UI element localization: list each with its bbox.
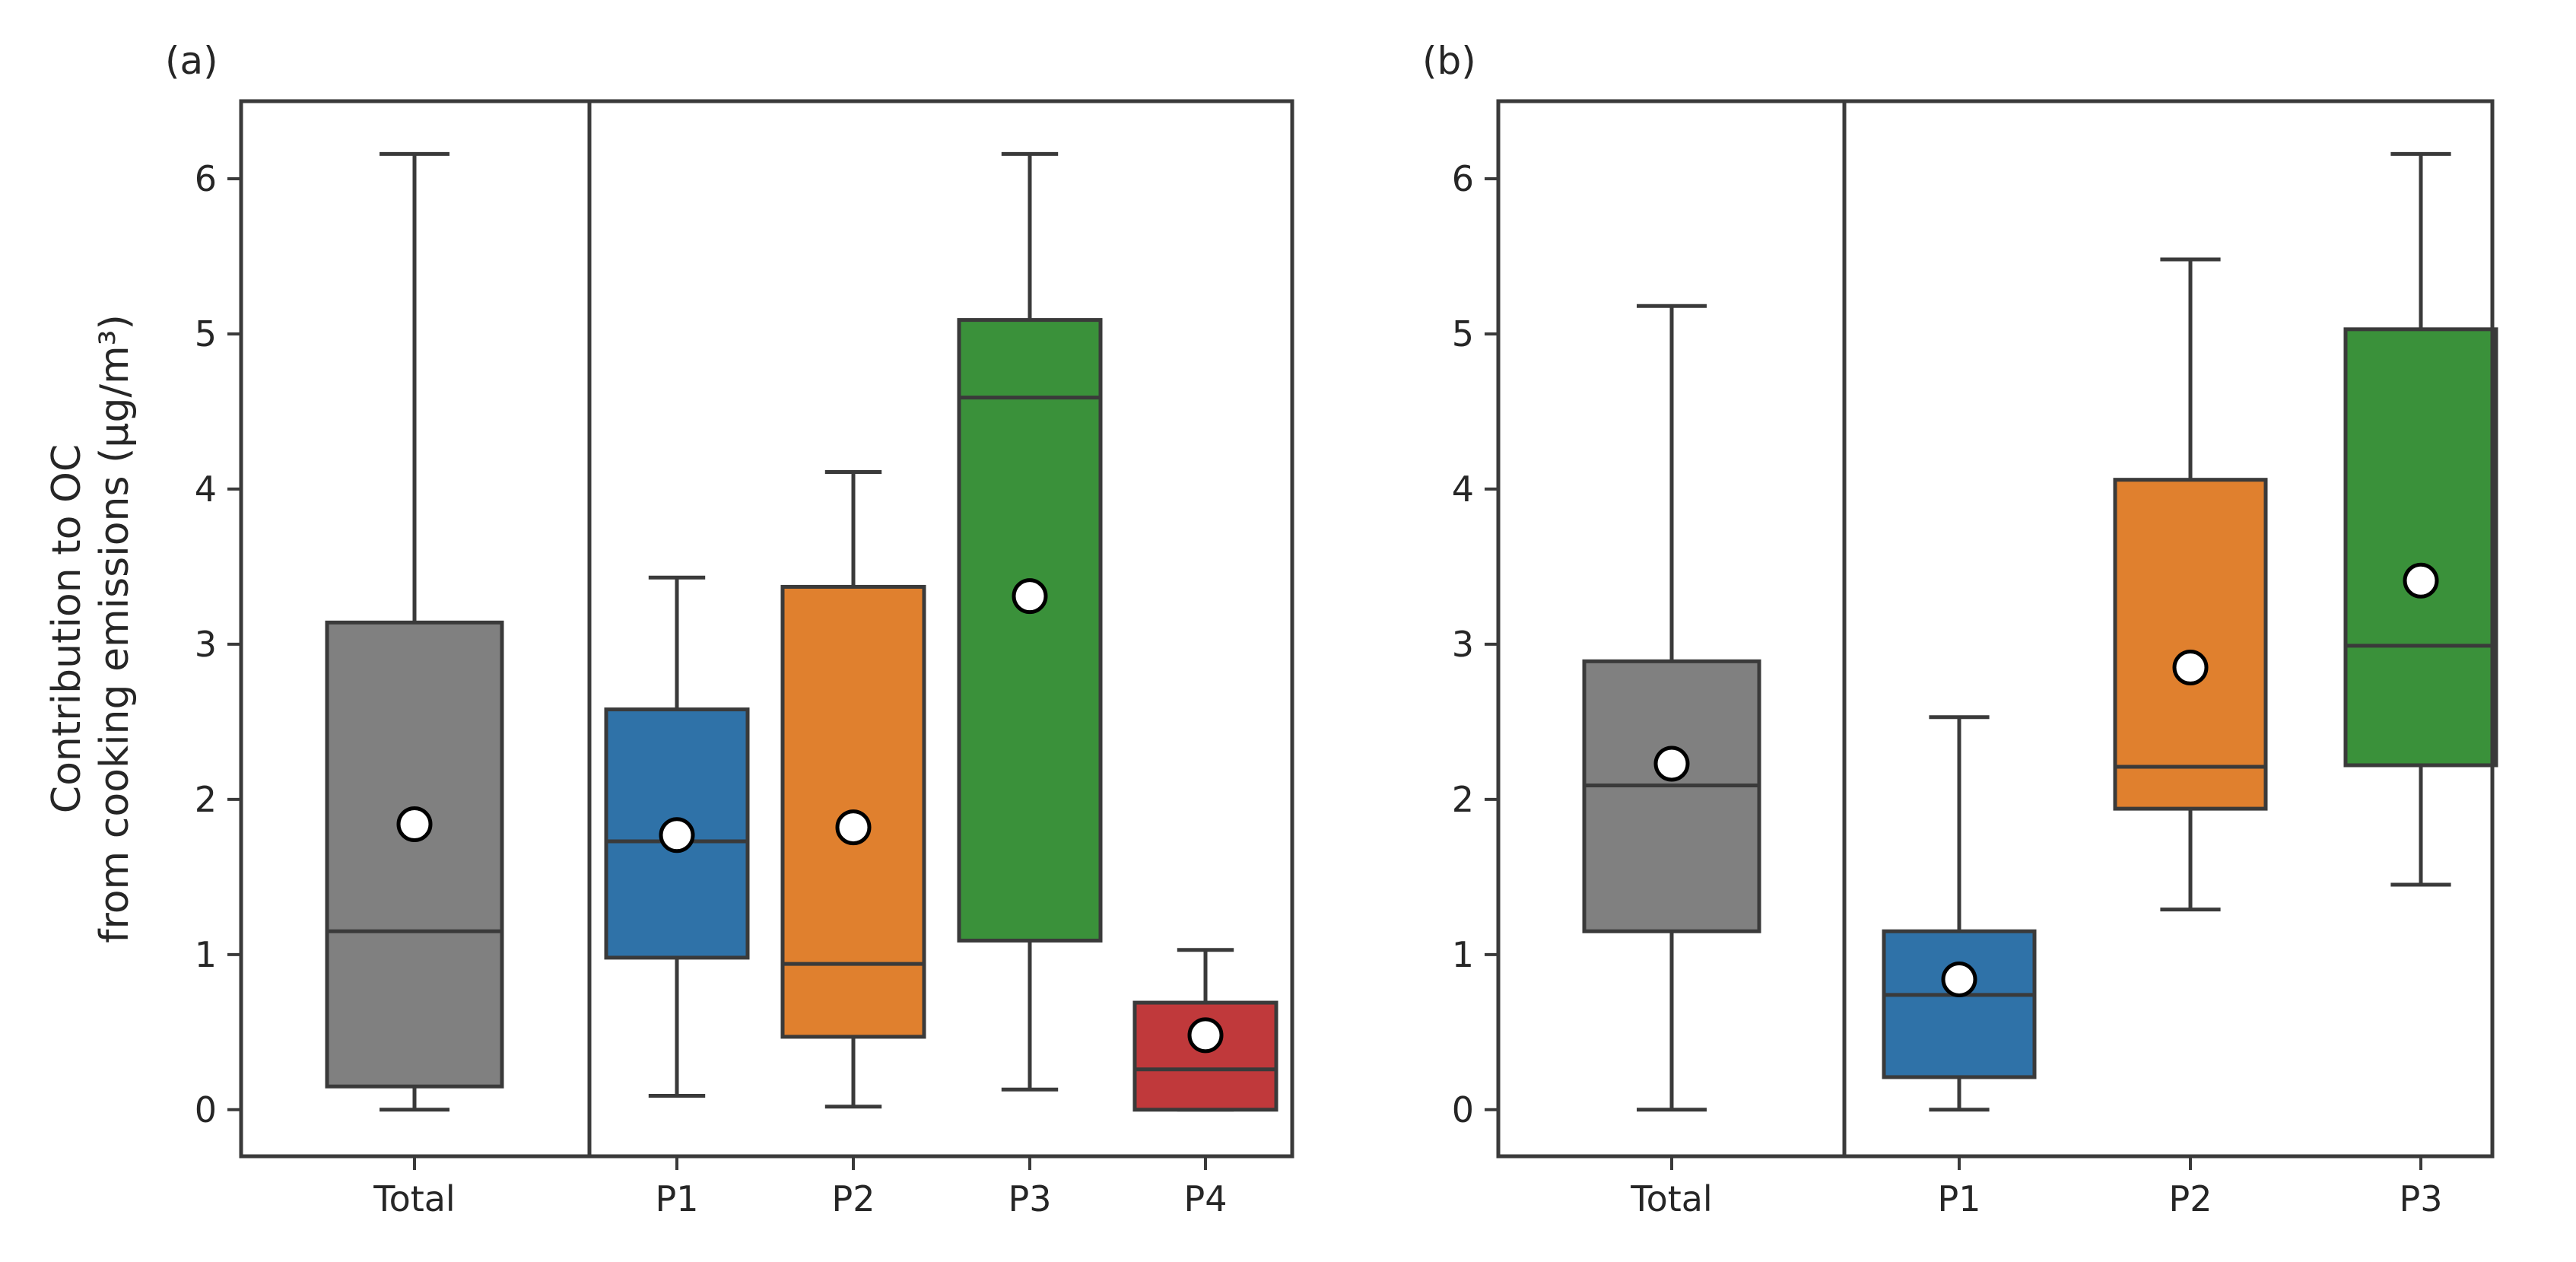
box-p1 <box>604 575 750 1098</box>
box-iqr <box>325 620 504 1089</box>
y-tick-label: 2 <box>1452 779 1474 820</box>
box-p1 <box>1882 715 2037 1112</box>
x-tick-label: P1 <box>1937 1178 1980 1219</box>
box-iqr <box>1582 659 1761 933</box>
box-p4 <box>1132 948 1278 1112</box>
mean-marker <box>396 806 433 843</box>
x-tick-label: P1 <box>655 1178 698 1219</box>
y-tick-label: 6 <box>1452 158 1474 199</box>
x-tick-label: Total <box>373 1178 455 1219</box>
y-axis-label: Contribution to OCfrom cooking emissions… <box>44 314 138 943</box>
y-tick-label: 4 <box>1452 469 1474 510</box>
y-tick-label: 1 <box>195 934 217 975</box>
box-p3 <box>957 151 1103 1092</box>
panel-label: (a) <box>165 39 218 83</box>
mean-marker <box>1653 745 1690 782</box>
x-tick-label: Total <box>1630 1178 1712 1219</box>
mean-marker <box>1012 578 1048 615</box>
box-iqr <box>1882 929 2037 1079</box>
box-iqr <box>2343 327 2498 768</box>
y-tick-label: 5 <box>195 313 217 354</box>
x-tick-label: P2 <box>831 1178 875 1219</box>
y-tick-label: 2 <box>195 779 217 820</box>
mean-marker <box>835 809 872 846</box>
y-tick-label: 3 <box>195 624 217 665</box>
panel-label: (b) <box>1422 39 1476 83</box>
y-axis-label-line1: Contribution to OC <box>44 444 90 813</box>
y-tick-label: 0 <box>195 1089 217 1130</box>
y-axis-label-line2: from cooking emissions (μg/m³) <box>92 314 138 943</box>
box-iqr <box>2113 478 2268 811</box>
axes-frame <box>239 99 1294 1159</box>
y-tick-label: 5 <box>1452 313 1474 354</box>
box-p3 <box>2343 151 2498 887</box>
x-tick-label: P3 <box>2399 1178 2442 1219</box>
box-total <box>325 151 504 1112</box>
y-tick-label: 4 <box>195 469 217 510</box>
mean-marker <box>1941 961 1977 997</box>
box-iqr <box>957 318 1103 943</box>
x-tick-label: P2 <box>2168 1178 2212 1219</box>
mean-marker <box>659 817 695 854</box>
x-tick-label: P4 <box>1183 1178 1227 1219</box>
box-p2 <box>780 469 926 1109</box>
y-tick-label: 3 <box>1452 624 1474 665</box>
mean-marker <box>2172 649 2209 685</box>
panel-a: 0 1 2 3 4 5 6 Total P1 P2 P3 P4 (a) Contribution to O… <box>44 39 1294 1219</box>
box-p2 <box>2113 257 2268 912</box>
axes-frame <box>1496 99 2495 1159</box>
y-tick-label: 1 <box>1452 934 1474 975</box>
panel-b: 0 1 2 3 4 5 6 Total P1 P2 P3 (b) <box>1422 39 2498 1219</box>
box-total <box>1582 304 1761 1112</box>
mean-marker <box>2403 562 2439 599</box>
mean-marker <box>1187 1017 1224 1054</box>
y-tick-label: 6 <box>195 158 217 199</box>
x-tick-label: P3 <box>1008 1178 1051 1219</box>
y-tick-label: 0 <box>1452 1089 1474 1130</box>
